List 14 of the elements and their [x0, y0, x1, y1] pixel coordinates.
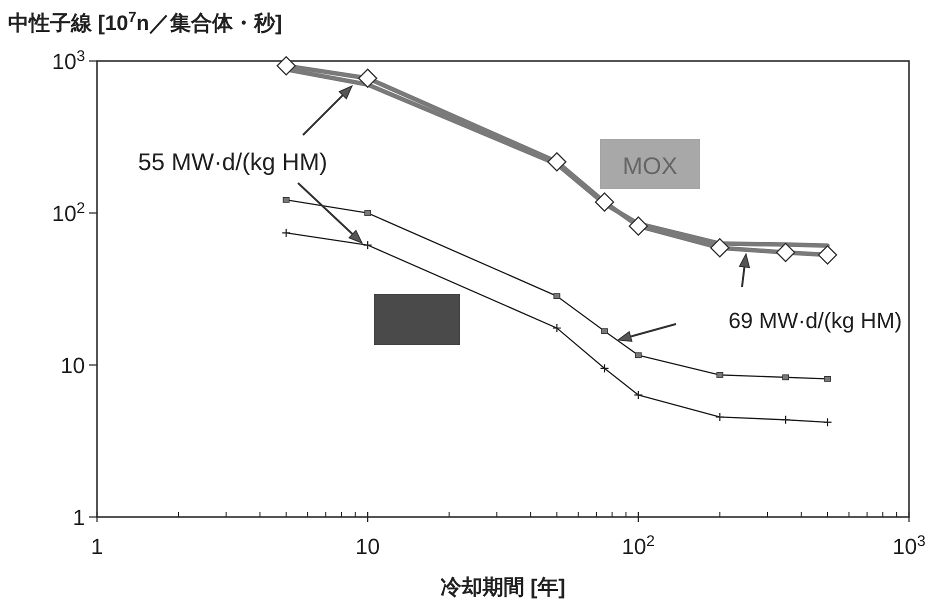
- y-axis-title: 中性子線 [10$^{7}$n／集合体・秒]: [8, 10, 282, 35]
- annotation: MOX: [622, 153, 678, 180]
- y-tick-label: 1: [72, 505, 85, 530]
- x-axis-title: 冷却期間 [年]: [440, 576, 566, 599]
- x-tick-label: 10: [355, 534, 380, 559]
- annotation: MOX: [600, 139, 700, 189]
- y-tick-label: 10$^{2}$: [52, 200, 85, 226]
- x-tick-label: 10$^{2}$: [622, 532, 655, 559]
- x-tick-label: 10$^{3}$: [892, 532, 926, 559]
- annotation: 69 MW·d/(kg HM): [728, 308, 902, 333]
- x-tick-label: 1: [90, 534, 104, 559]
- y-tick-label: 10$^{3}$: [52, 48, 85, 74]
- annotation: 55 MW·d/(kg HM): [138, 149, 328, 176]
- y-tick-label: 10: [60, 353, 85, 378]
